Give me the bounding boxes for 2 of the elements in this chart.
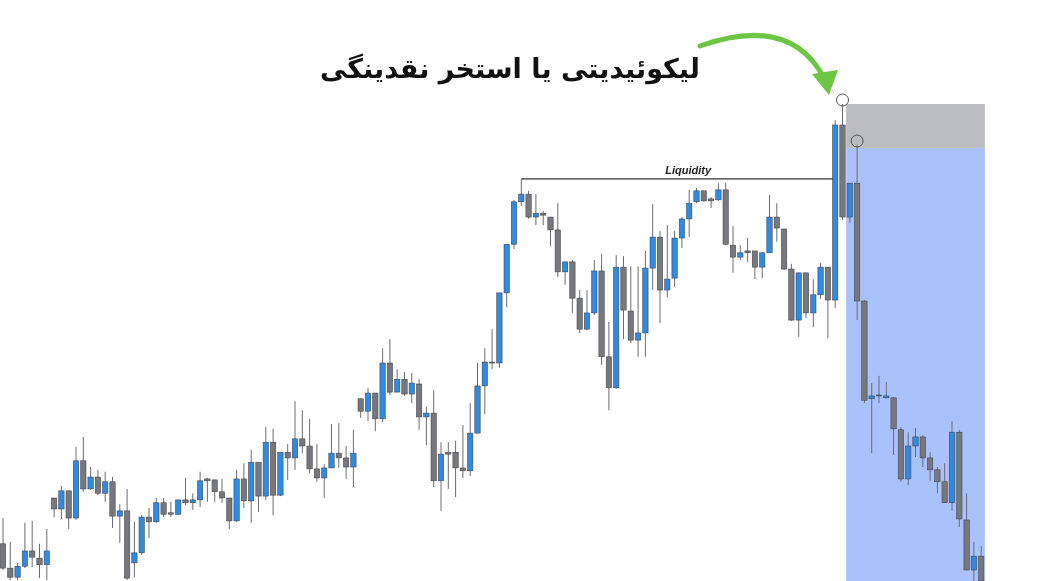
chart-title: لیکوئیدیتی یا استخر نقدینگی [320,53,700,85]
ref-line-label: Liquidity [665,163,713,176]
